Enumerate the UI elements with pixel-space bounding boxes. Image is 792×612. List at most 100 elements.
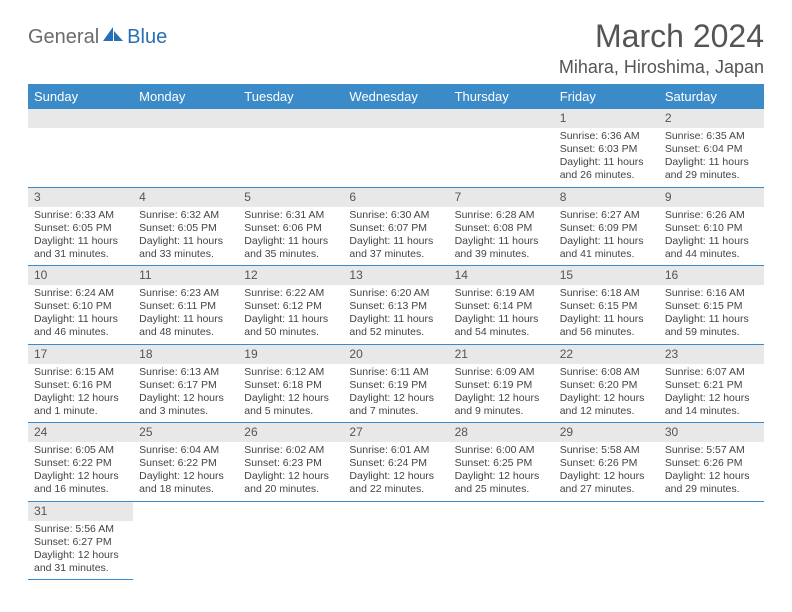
cell-line: Daylight: 11 hours: [665, 313, 758, 326]
day-number: 8: [554, 188, 659, 207]
calendar-cell: 17Sunrise: 6:15 AMSunset: 6:16 PMDayligh…: [28, 344, 133, 423]
day-number: [238, 502, 343, 521]
calendar-cell: [238, 501, 343, 580]
day-number: 24: [28, 423, 133, 442]
cell-line: Sunset: 6:10 PM: [665, 222, 758, 235]
cell-line: Daylight: 11 hours: [560, 156, 653, 169]
cell-line: Daylight: 11 hours: [560, 235, 653, 248]
sail-icon: [103, 27, 125, 43]
cell-line: Sunset: 6:18 PM: [244, 379, 337, 392]
day-number: [133, 502, 238, 521]
cell-body: Sunrise: 6:16 AMSunset: 6:15 PMDaylight:…: [659, 285, 764, 344]
cell-body: Sunrise: 6:02 AMSunset: 6:23 PMDaylight:…: [238, 442, 343, 501]
cell-line: and 54 minutes.: [455, 326, 548, 339]
cell-line: Sunset: 6:07 PM: [349, 222, 442, 235]
weekday-header: Saturday: [659, 84, 764, 109]
weekday-header: Wednesday: [343, 84, 448, 109]
cell-body: [554, 521, 659, 527]
cell-line: and 26 minutes.: [560, 169, 653, 182]
cell-body: Sunrise: 5:58 AMSunset: 6:26 PMDaylight:…: [554, 442, 659, 501]
cell-line: Sunrise: 6:15 AM: [34, 366, 127, 379]
cell-body: Sunrise: 6:35 AMSunset: 6:04 PMDaylight:…: [659, 128, 764, 187]
cell-body: Sunrise: 6:23 AMSunset: 6:11 PMDaylight:…: [133, 285, 238, 344]
calendar-cell: 22Sunrise: 6:08 AMSunset: 6:20 PMDayligh…: [554, 344, 659, 423]
cell-line: and 44 minutes.: [665, 248, 758, 261]
cell-line: Daylight: 12 hours: [560, 392, 653, 405]
cell-line: Sunset: 6:23 PM: [244, 457, 337, 470]
cell-body: [133, 521, 238, 527]
day-number: 25: [133, 423, 238, 442]
cell-line: Daylight: 11 hours: [139, 313, 232, 326]
calendar-cell: 14Sunrise: 6:19 AMSunset: 6:14 PMDayligh…: [449, 266, 554, 345]
day-number: 14: [449, 266, 554, 285]
weekday-header: Sunday: [28, 84, 133, 109]
cell-line: and 16 minutes.: [34, 483, 127, 496]
cell-body: [238, 521, 343, 527]
cell-line: and 18 minutes.: [139, 483, 232, 496]
cell-line: and 25 minutes.: [455, 483, 548, 496]
day-number: [343, 502, 448, 521]
calendar-cell: 15Sunrise: 6:18 AMSunset: 6:15 PMDayligh…: [554, 266, 659, 345]
calendar-cell: [133, 501, 238, 580]
cell-body: [28, 128, 133, 134]
calendar-cell: 10Sunrise: 6:24 AMSunset: 6:10 PMDayligh…: [28, 266, 133, 345]
day-number: [449, 502, 554, 521]
cell-body: Sunrise: 6:18 AMSunset: 6:15 PMDaylight:…: [554, 285, 659, 344]
cell-body: Sunrise: 6:15 AMSunset: 6:16 PMDaylight:…: [28, 364, 133, 423]
calendar-cell: [238, 109, 343, 187]
day-number: [133, 109, 238, 128]
cell-body: Sunrise: 6:20 AMSunset: 6:13 PMDaylight:…: [343, 285, 448, 344]
cell-line: Daylight: 11 hours: [244, 313, 337, 326]
cell-line: Daylight: 11 hours: [455, 235, 548, 248]
cell-line: Sunset: 6:06 PM: [244, 222, 337, 235]
cell-line: Sunset: 6:22 PM: [139, 457, 232, 470]
cell-line: Sunrise: 6:32 AM: [139, 209, 232, 222]
calendar-cell: 13Sunrise: 6:20 AMSunset: 6:13 PMDayligh…: [343, 266, 448, 345]
cell-body: Sunrise: 6:19 AMSunset: 6:14 PMDaylight:…: [449, 285, 554, 344]
cell-line: Sunrise: 6:18 AM: [560, 287, 653, 300]
calendar-cell: [659, 501, 764, 580]
cell-line: and 33 minutes.: [139, 248, 232, 261]
weekday-header: Friday: [554, 84, 659, 109]
cell-line: and 31 minutes.: [34, 248, 127, 261]
cell-line: Daylight: 11 hours: [455, 313, 548, 326]
calendar-body: 1Sunrise: 6:36 AMSunset: 6:03 PMDaylight…: [28, 109, 764, 580]
cell-line: Sunset: 6:05 PM: [139, 222, 232, 235]
logo: General Blue: [28, 18, 167, 49]
cell-line: Sunset: 6:21 PM: [665, 379, 758, 392]
calendar-cell: [343, 109, 448, 187]
cell-line: Sunset: 6:04 PM: [665, 143, 758, 156]
cell-line: and 1 minute.: [34, 405, 127, 418]
day-number: [343, 109, 448, 128]
cell-body: [133, 128, 238, 134]
logo-text-general: General: [28, 26, 99, 49]
calendar-cell: 16Sunrise: 6:16 AMSunset: 6:15 PMDayligh…: [659, 266, 764, 345]
cell-line: Sunset: 6:25 PM: [455, 457, 548, 470]
cell-line: Sunrise: 6:13 AM: [139, 366, 232, 379]
day-number: 10: [28, 266, 133, 285]
calendar-cell: 1Sunrise: 6:36 AMSunset: 6:03 PMDaylight…: [554, 109, 659, 187]
cell-line: and 48 minutes.: [139, 326, 232, 339]
cell-line: Sunset: 6:10 PM: [34, 300, 127, 313]
cell-body: Sunrise: 6:28 AMSunset: 6:08 PMDaylight:…: [449, 207, 554, 266]
calendar-cell: 30Sunrise: 5:57 AMSunset: 6:26 PMDayligh…: [659, 423, 764, 502]
cell-line: and 27 minutes.: [560, 483, 653, 496]
day-number: 26: [238, 423, 343, 442]
day-number: 3: [28, 188, 133, 207]
cell-line: Sunset: 6:16 PM: [34, 379, 127, 392]
calendar-week-row: 1Sunrise: 6:36 AMSunset: 6:03 PMDaylight…: [28, 109, 764, 187]
calendar-cell: 24Sunrise: 6:05 AMSunset: 6:22 PMDayligh…: [28, 423, 133, 502]
cell-line: Daylight: 11 hours: [34, 235, 127, 248]
cell-body: Sunrise: 6:01 AMSunset: 6:24 PMDaylight:…: [343, 442, 448, 501]
cell-line: and 14 minutes.: [665, 405, 758, 418]
cell-body: Sunrise: 6:36 AMSunset: 6:03 PMDaylight:…: [554, 128, 659, 187]
day-number: 4: [133, 188, 238, 207]
cell-line: Daylight: 11 hours: [34, 313, 127, 326]
cell-line: Sunrise: 6:19 AM: [455, 287, 548, 300]
cell-line: Sunset: 6:15 PM: [560, 300, 653, 313]
day-number: 13: [343, 266, 448, 285]
cell-line: Daylight: 12 hours: [34, 470, 127, 483]
weekday-header: Monday: [133, 84, 238, 109]
day-number: 11: [133, 266, 238, 285]
calendar-cell: 19Sunrise: 6:12 AMSunset: 6:18 PMDayligh…: [238, 344, 343, 423]
